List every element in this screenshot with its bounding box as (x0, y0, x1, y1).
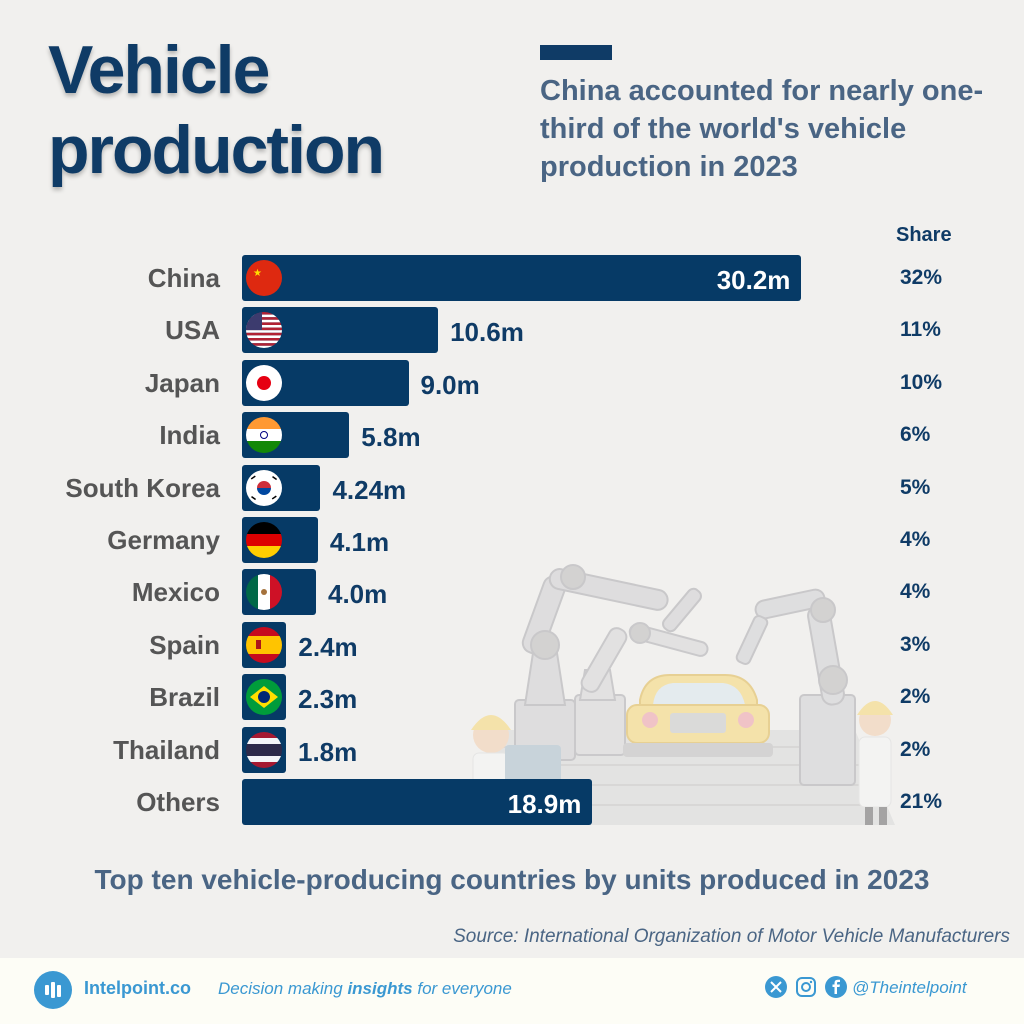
bar-south-korea (242, 464, 321, 511)
share-label-brazil: 2% (900, 685, 931, 709)
category-label-india: India (159, 420, 220, 451)
china-flag-icon: ★ (246, 260, 282, 296)
bar-others (242, 779, 592, 825)
robot-arm-left (514, 564, 702, 761)
value-label-thailand: 1.8m (298, 736, 358, 767)
robot-arm-middle (574, 622, 709, 756)
category-label-japan: Japan (144, 367, 220, 398)
category-label-china: China (147, 263, 220, 293)
bar-brazil (242, 674, 286, 721)
category-label-usa: USA (165, 315, 220, 346)
factory-illustration (455, 564, 895, 825)
value-label-china: 30.2m (716, 265, 791, 295)
value-label-others: 18.9m (507, 789, 582, 819)
chart-caption: Top ten vehicle-producing countries by u… (94, 864, 930, 895)
mexico-flag-icon (246, 574, 282, 611)
footer: Intelpoint.co Decision making insights f… (0, 958, 1024, 1024)
category-label-mexico: Mexico (131, 577, 220, 608)
brand-link[interactable]: Intelpoint.co (84, 978, 191, 998)
share-column-header: Share (896, 224, 952, 246)
bar-spain (242, 621, 287, 668)
value-label-mexico: 4.0m (328, 579, 388, 610)
title-line-2: production (48, 112, 385, 188)
usa-flag-icon (246, 312, 282, 349)
share-label-south-korea: 5% (900, 475, 931, 499)
source-note: Source: International Organization of Mo… (453, 926, 1010, 947)
spain-flag-icon (246, 626, 282, 663)
bar-germany (242, 517, 318, 563)
share-label-mexico: 4% (900, 580, 931, 604)
x-icon[interactable] (765, 976, 787, 998)
car-icon (623, 674, 773, 757)
share-label-india: 6% (900, 423, 931, 447)
page-title: Vehicle production (48, 30, 385, 190)
tagline-post: for everyone (412, 979, 512, 998)
instagram-icon[interactable] (795, 976, 817, 998)
germany-flag-icon (246, 522, 282, 558)
share-label-germany: 4% (900, 528, 931, 551)
category-label-south-korea: South Korea (65, 472, 220, 503)
share-label-thailand: 2% (900, 737, 931, 761)
bar-india (242, 412, 350, 459)
category-label-thailand: Thailand (113, 734, 220, 765)
social-icons (765, 976, 847, 998)
category-label-spain: Spain (149, 629, 220, 660)
category-label-others: Others (136, 787, 220, 817)
share-label-usa: 11% (900, 318, 941, 342)
worker-right-icon (857, 701, 893, 825)
value-label-spain: 2.4m (298, 631, 358, 662)
india-flag-icon (246, 417, 282, 454)
svg-text:★: ★ (253, 268, 262, 279)
value-label-brazil: 2.3m (298, 684, 358, 715)
category-label-brazil: Brazil (149, 682, 220, 713)
value-label-japan: 9.0m (420, 369, 480, 400)
social-handle[interactable]: @Theintelpoint (852, 978, 967, 997)
brazil-flag-icon (246, 679, 282, 716)
tagline-bold: insights (347, 979, 413, 998)
bar-mexico (242, 569, 316, 616)
title-line-1: Vehicle (48, 32, 270, 108)
value-label-south-korea: 4.24m (332, 474, 407, 505)
value-label-usa: 10.6m (450, 317, 524, 348)
tagline: Decision making insights for everyone (218, 979, 512, 999)
bar-japan (242, 359, 409, 406)
thailand-flag-icon (246, 731, 282, 768)
share-label-japan: 10% (900, 370, 943, 394)
share-label-china: 32% (900, 266, 943, 289)
share-label-others: 21% (900, 790, 943, 813)
value-label-india: 5.8m (361, 422, 421, 453)
share-label-spain: 3% (900, 632, 931, 656)
value-label-germany: 4.1m (329, 527, 390, 557)
subtitle: China accounted for nearly one-third of … (540, 75, 984, 183)
accent-bar (540, 45, 612, 60)
bar-usa (242, 307, 439, 354)
bar-thailand (242, 726, 286, 773)
robot-arm-right (735, 588, 856, 786)
tagline-pre: Decision making (218, 979, 348, 998)
facebook-icon[interactable] (825, 976, 847, 998)
intelpoint-logo-icon[interactable] (34, 971, 72, 1009)
south-korea-flag-icon (246, 469, 282, 506)
category-label-germany: Germany (107, 525, 220, 555)
japan-flag-icon (246, 364, 282, 401)
bar-china: ★ (242, 255, 801, 301)
